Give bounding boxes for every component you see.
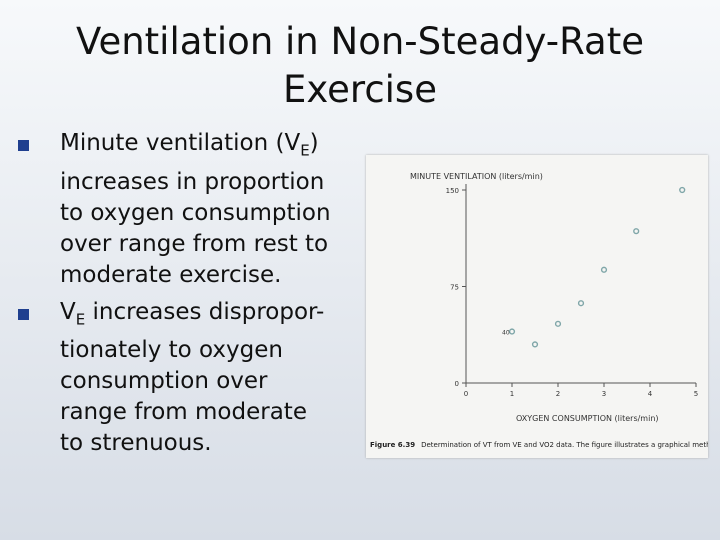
figure-caption: Figure 6.39 Determination of VT from VE a…	[370, 441, 708, 449]
slide-title: Ventilation in Non-Steady-Rate Exercise	[76, 20, 644, 111]
bullet-text: Minute ventilation (VE) increases in prop…	[60, 130, 331, 288]
bullet-square-icon	[18, 140, 29, 151]
x-axis-label: OXYGEN CONSUMPTION (liters/min)	[516, 414, 659, 423]
bullet-item: VE increases dispropor-tionately to oxyg…	[14, 297, 364, 460]
bullet-text-part: increases dispropor-tionately to oxygen c…	[60, 298, 325, 457]
data-label: 40	[502, 330, 510, 337]
caption-bold: Figure 6.39	[370, 441, 415, 449]
x-tick-label: 5	[694, 390, 698, 398]
x-tick-label: 4	[648, 390, 653, 398]
y-tick-label: 75	[450, 284, 459, 292]
bullet-text-part: Minute ventilation (V	[60, 130, 301, 156]
data-point	[577, 300, 585, 307]
bullet-text-part: ) increases in proportion to oxygen consum…	[60, 130, 331, 288]
bullet-square-icon	[18, 308, 29, 320]
data-point	[554, 320, 562, 327]
bullet-text-part: V	[60, 298, 76, 325]
scatter-chart: MINUTE VENTILATION (liters/min) OXYGEN C…	[370, 172, 708, 449]
y-tick-label: 150	[446, 187, 459, 195]
bullet-subscript: E	[300, 141, 310, 160]
x-tick-label: 2	[556, 390, 560, 398]
data-point	[508, 328, 516, 335]
y-tick-label: 0	[455, 380, 459, 388]
x-tick-label: 1	[510, 390, 514, 398]
data-point	[600, 266, 608, 273]
ventilation-figure: MINUTE VENTILATION (liters/min) OXYGEN C…	[366, 155, 708, 458]
data-point	[633, 228, 640, 235]
bullet-text: VE increases dispropor-tionately to oxyg…	[60, 299, 324, 457]
bullet-subscript: E	[75, 310, 86, 329]
data-point	[531, 341, 539, 348]
x-tick-label: 3	[602, 390, 606, 398]
x-tick-label: 0	[464, 390, 468, 398]
bullet-item: Minute ventilation (VE) increases in prop…	[14, 128, 364, 291]
bullet-list: Minute ventilation (VE) increases in prop…	[14, 128, 364, 465]
data-point	[679, 186, 686, 194]
caption-text: Determination of VT from VE and VO2 data…	[421, 441, 708, 449]
y-axis-label: MINUTE VENTILATION (liters/min)	[410, 172, 543, 181]
